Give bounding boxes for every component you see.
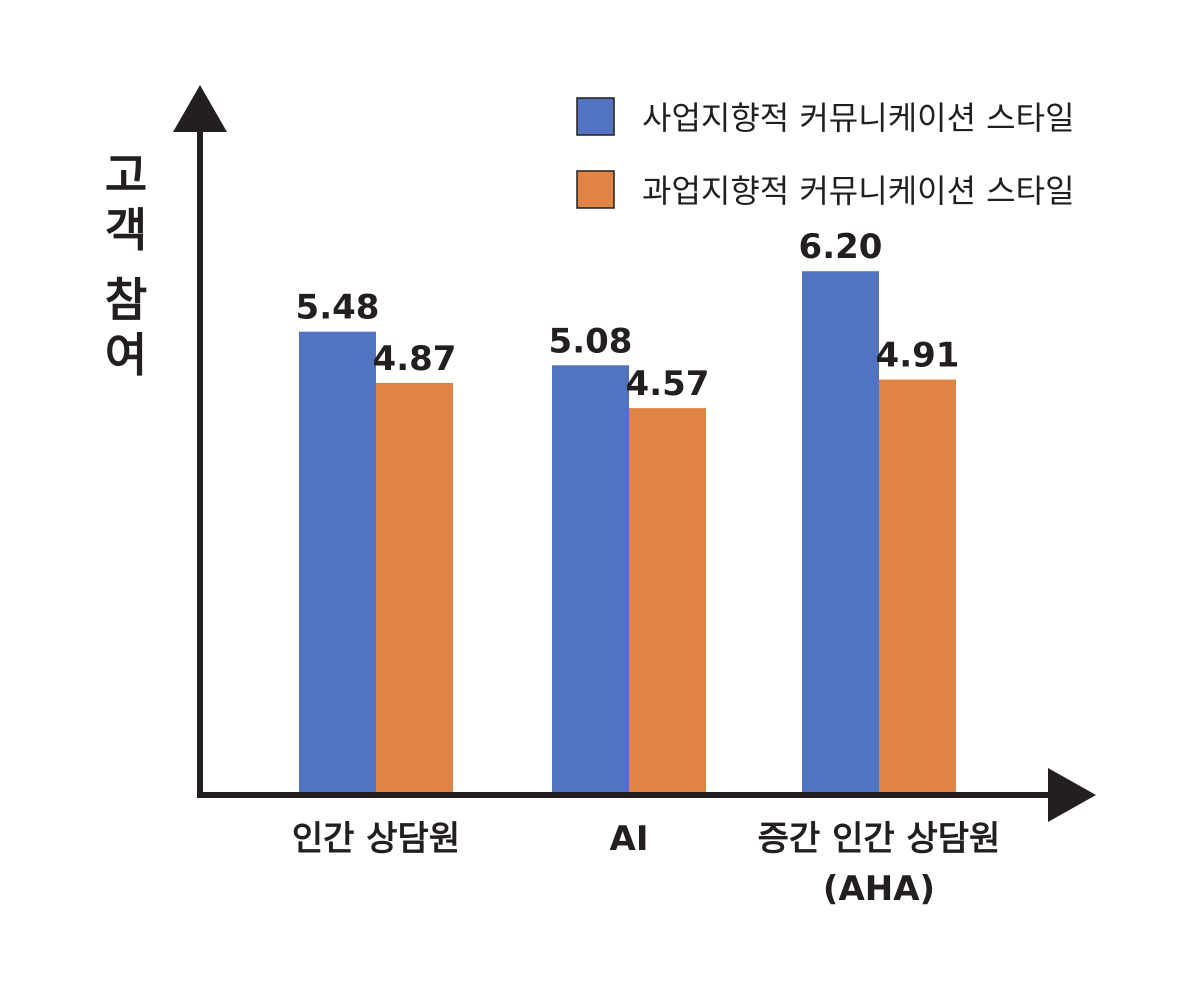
y-axis-title-char: 고 [104, 148, 148, 202]
bar-series2-cat2 [629, 408, 706, 792]
legend-label: 과업지향적 커뮤니케이션 스타일 [642, 172, 1075, 210]
axes [173, 85, 1096, 822]
bar-series1-cat1 [299, 331, 376, 792]
value-label: 6.20 [799, 227, 883, 267]
y-axis-title-char: 참 [104, 273, 148, 327]
x-axis-arrow [1048, 768, 1096, 822]
y-axis-title-char: 여 [104, 328, 148, 382]
y-axis-arrow [173, 85, 227, 132]
category-label: AI [610, 819, 649, 859]
bar-series2-cat1 [376, 382, 453, 792]
y-axis-title-char: 객 [104, 203, 148, 257]
value-labels-group: 5.48 5.08 6.20 4.87 4.57 4.91 [296, 227, 960, 404]
legend-swatch [576, 170, 615, 209]
bar-series2-cat3 [879, 379, 956, 792]
value-label: 5.08 [549, 321, 633, 361]
category-label: 증간 인간 상담원 [758, 819, 1001, 859]
value-label: 4.91 [876, 336, 960, 376]
legend-swatch [576, 97, 615, 136]
category-label: (AHA) [823, 869, 935, 909]
bar-series1-cat3 [802, 271, 879, 792]
value-label: 4.57 [626, 364, 710, 404]
value-label: 4.87 [373, 339, 457, 379]
category-labels-group: 인간 상담원 AI 증간 인간 상담원 (AHA) [292, 819, 1000, 909]
bars-group [299, 271, 956, 792]
bar-series1-cat2 [552, 365, 629, 792]
category-label: 인간 상담원 [292, 819, 460, 859]
value-label: 5.48 [296, 288, 380, 328]
legend-label: 사업지향적 커뮤니케이션 스타일 [642, 99, 1075, 137]
